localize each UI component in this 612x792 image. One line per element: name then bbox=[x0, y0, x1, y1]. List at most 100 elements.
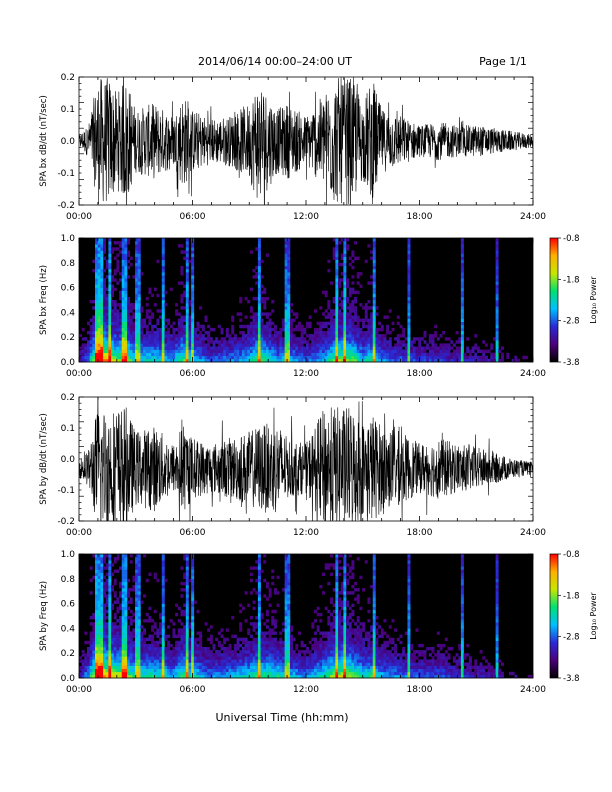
spectrogram-cell bbox=[161, 588, 165, 592]
spectrogram-cell bbox=[495, 259, 499, 264]
spectrogram-cell bbox=[108, 309, 112, 313]
spectrogram-cell bbox=[495, 306, 499, 310]
spectrogram-cell bbox=[119, 340, 123, 344]
spectrogram-cell bbox=[137, 262, 141, 267]
spectrogram-cell bbox=[287, 569, 291, 573]
spectrogram-cell bbox=[354, 327, 358, 332]
spectrogram-cell bbox=[492, 355, 496, 360]
spectrogram-cell bbox=[324, 659, 328, 663]
spectrogram-cell bbox=[482, 358, 486, 363]
spectrogram-cell bbox=[340, 256, 344, 260]
spectrogram-cell bbox=[281, 324, 285, 329]
spectrogram-cell bbox=[201, 671, 205, 676]
spectrogram-cell bbox=[335, 585, 339, 589]
spectrogram-cell bbox=[100, 569, 104, 573]
spectrogram-cell bbox=[121, 662, 125, 666]
spectrogram-cell bbox=[407, 284, 411, 288]
spectrogram-cell bbox=[255, 643, 259, 648]
spectrogram-cell bbox=[343, 647, 347, 651]
spectrogram-cell bbox=[191, 346, 195, 350]
spectrogram-cell bbox=[372, 315, 376, 319]
spectrogram-cell bbox=[103, 324, 107, 329]
spectrogram-cell bbox=[314, 346, 317, 350]
spectrogram-cell bbox=[212, 659, 216, 663]
spectrogram-cell bbox=[151, 340, 155, 344]
spectrogram-cell bbox=[113, 321, 117, 326]
spectrogram-cell bbox=[260, 321, 264, 326]
spectrogram-cell bbox=[279, 668, 283, 673]
spectrogram-cell bbox=[207, 637, 211, 642]
spectrogram-cell bbox=[434, 352, 438, 357]
spectrogram-cell bbox=[111, 321, 115, 326]
spectrogram-cell bbox=[426, 355, 430, 360]
spectrogram-cell bbox=[135, 272, 139, 276]
spectrogram-cell bbox=[124, 554, 128, 558]
spectrogram-cell bbox=[220, 653, 224, 657]
spectrogram-cell bbox=[378, 346, 382, 350]
spectrogram-cell bbox=[332, 631, 336, 635]
spectrogram-cell bbox=[284, 585, 288, 589]
spectrogram-cell bbox=[346, 355, 350, 360]
spectrogram-cell bbox=[103, 256, 107, 260]
spectrogram-cell bbox=[129, 309, 133, 313]
spectrogram-cell bbox=[177, 337, 181, 341]
spectrogram-cell bbox=[121, 560, 125, 564]
spectrogram-cell bbox=[375, 334, 379, 338]
spectrogram-cell bbox=[287, 324, 291, 329]
spectrogram-cell bbox=[111, 293, 115, 298]
spectrogram-cell bbox=[177, 334, 181, 338]
spectrogram-cell bbox=[407, 321, 411, 326]
spectrogram-cell bbox=[263, 287, 267, 291]
spectrogram-cell bbox=[119, 352, 123, 357]
spectrogram-cell bbox=[404, 358, 408, 363]
spectrogram-cell bbox=[105, 625, 109, 629]
spectrogram-cell bbox=[487, 349, 491, 353]
spectrogram-cell bbox=[97, 650, 101, 654]
spectrogram-cell bbox=[340, 349, 344, 353]
spectrogram-cell bbox=[95, 315, 98, 319]
spectrogram-cell bbox=[458, 340, 462, 344]
spectrogram-cell bbox=[199, 668, 203, 673]
spectrogram-cell bbox=[319, 650, 323, 654]
spectrogram-cell bbox=[111, 355, 115, 360]
spectrogram-cell bbox=[263, 346, 267, 350]
spectrogram-cell bbox=[343, 331, 347, 335]
spectrogram-cell bbox=[343, 355, 347, 360]
spectrogram-cell bbox=[447, 355, 451, 360]
spectrogram-cell bbox=[348, 306, 352, 310]
spectrogram-cell bbox=[335, 324, 339, 329]
y-tick-label: 0.1 bbox=[61, 424, 75, 434]
spectrogram-cell bbox=[273, 659, 277, 663]
spectrogram-cell bbox=[105, 300, 109, 304]
spectrogram-cell bbox=[346, 674, 350, 679]
spectrogram-cell bbox=[180, 331, 184, 335]
spectrogram-cell bbox=[335, 346, 339, 350]
spectrogram-cell bbox=[340, 327, 344, 332]
spectrogram-cell bbox=[249, 616, 253, 620]
spectrogram-cell bbox=[183, 653, 187, 657]
spectrogram-cell bbox=[111, 588, 115, 592]
spectrogram-cell bbox=[476, 355, 480, 360]
spectrogram-cell bbox=[137, 588, 141, 592]
spectrogram-cell bbox=[100, 619, 104, 623]
spectrogram-cell bbox=[228, 643, 232, 648]
spectrogram-cell bbox=[343, 625, 347, 629]
spectrogram-cell bbox=[153, 331, 157, 335]
spectrogram-cell bbox=[167, 671, 171, 676]
spectrogram-cell bbox=[412, 352, 416, 357]
spectrogram-cell bbox=[324, 631, 328, 635]
spectrogram-cell bbox=[97, 647, 101, 651]
spectrogram-cell bbox=[287, 262, 291, 267]
spectrogram-cell bbox=[161, 653, 165, 657]
spectrogram-cell bbox=[97, 269, 101, 273]
spectrogram-cell bbox=[143, 628, 147, 632]
spectrogram-cell bbox=[135, 306, 139, 310]
spectrogram-cell bbox=[231, 340, 235, 344]
spectrogram-cell bbox=[260, 337, 264, 341]
spectrogram-cell bbox=[324, 653, 328, 657]
spectrogram-cell bbox=[322, 331, 325, 335]
spectrogram-cell bbox=[103, 284, 107, 288]
spectrogram-cell bbox=[151, 628, 155, 632]
spectrogram-cell bbox=[276, 643, 280, 648]
spectrogram-cell bbox=[316, 647, 320, 651]
